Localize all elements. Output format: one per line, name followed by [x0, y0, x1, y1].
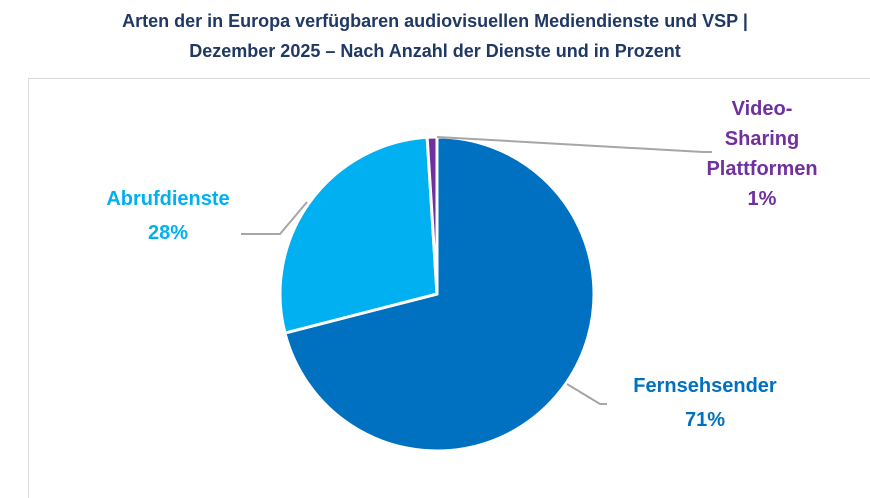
pie-slice-video-sharing-plattformen	[425, 135, 439, 296]
data-label-name: Video-	[732, 98, 793, 120]
data-label-abrufdienste: Abrufdienste 28%	[106, 188, 229, 244]
leader-line-fernsehsender	[566, 383, 607, 405]
data-label-value: 28%	[148, 222, 188, 244]
data-label-name: Sharing	[725, 128, 799, 150]
pie-slice-fernsehsender	[283, 135, 596, 453]
pie-slices	[278, 135, 596, 453]
chart-title: Arten der in Europa verfügbaren audiovis…	[0, 6, 870, 66]
pie-slice-abrufdienste	[278, 135, 439, 335]
data-label-name: Fernsehsender	[633, 375, 777, 397]
chart-title-line-2: Dezember 2025 – Nach Anzahl der Dienste …	[189, 41, 681, 61]
leader-line-abrufdienste	[241, 201, 308, 235]
data-label-fernsehsender: Fernsehsender 71%	[633, 375, 777, 431]
data-label-video-sharing-plattformen: Video- Sharing Plattformen 1%	[706, 98, 817, 210]
data-label-value: 1%	[748, 188, 777, 210]
data-label-name: Plattformen	[706, 158, 817, 180]
data-label-value: 71%	[685, 409, 725, 431]
plot-area-frame	[28, 78, 870, 498]
data-label-name: Abrufdienste	[106, 188, 229, 210]
chart-title-line-1: Arten der in Europa verfügbaren audiovis…	[122, 11, 748, 31]
leader-line-video-sharing-plattformen	[436, 136, 712, 153]
